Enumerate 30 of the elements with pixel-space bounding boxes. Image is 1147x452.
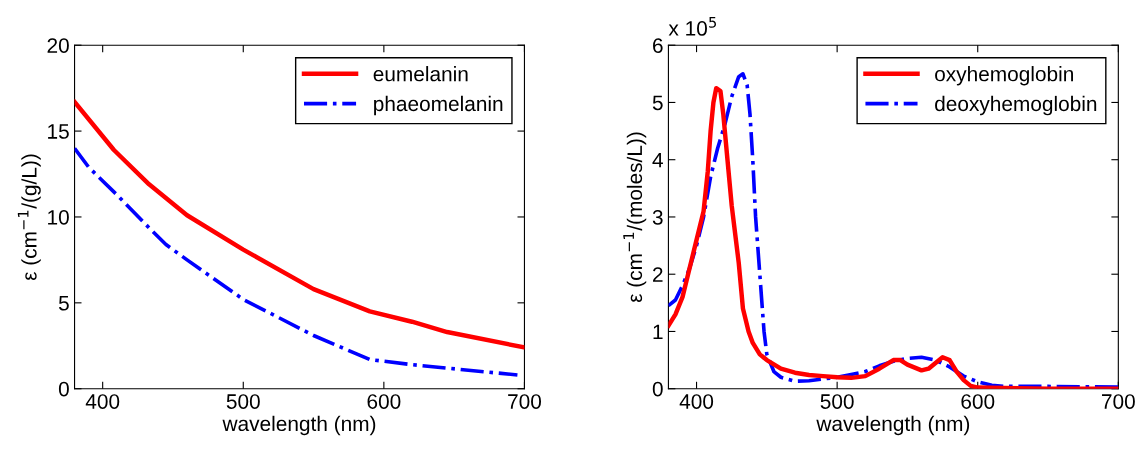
y-tick-label: 2 — [653, 267, 663, 282]
x-axis-title: wavelength (nm) — [222, 415, 376, 436]
y-tick-label: 0 — [652, 381, 663, 397]
text: x 10$^{5}$ — [668, 16, 717, 36]
y-tick-label: 4 — [652, 152, 663, 168]
y-tick-label: 1 — [653, 324, 663, 340]
y-tick-label: 3 — [652, 209, 663, 225]
legend-label: deoxyhemoglobin — [935, 95, 1097, 116]
y-axis-title: ε (cm$^{−1}$/(moles/L)) — [623, 132, 647, 303]
y-tick-label: 6 — [653, 38, 663, 53]
x-tick-label: 700 — [1102, 394, 1135, 409]
y-tick-label: 5 — [58, 296, 69, 311]
y-tick-label: 5 — [652, 95, 663, 111]
legend-label: phaeomelanin — [374, 95, 503, 116]
legend-label: eumelanin — [373, 66, 468, 82]
x-tick-label: 400 — [679, 394, 714, 409]
x-tick-label: 400 — [85, 394, 120, 409]
line-series — [74, 146, 520, 377]
x-axis-title: wavelength (nm) — [816, 415, 970, 436]
y-axis-title: ε (cm$^{−1}$/(g/L)) — [17, 154, 41, 281]
x-tick-label: 600 — [961, 394, 995, 409]
legend-label: oxyhemoglobin — [935, 66, 1073, 86]
y-tick-label: 10 — [48, 209, 69, 225]
y-tick-label: 0 — [58, 381, 69, 397]
x-tick-label: 500 — [226, 394, 260, 409]
x-tick-label: 500 — [820, 394, 854, 409]
x-tick-label: 700 — [508, 394, 542, 409]
y-tick-label: 15 — [48, 124, 69, 139]
x-tick-label: 600 — [367, 394, 401, 409]
y-tick-label: 20 — [47, 38, 69, 53]
